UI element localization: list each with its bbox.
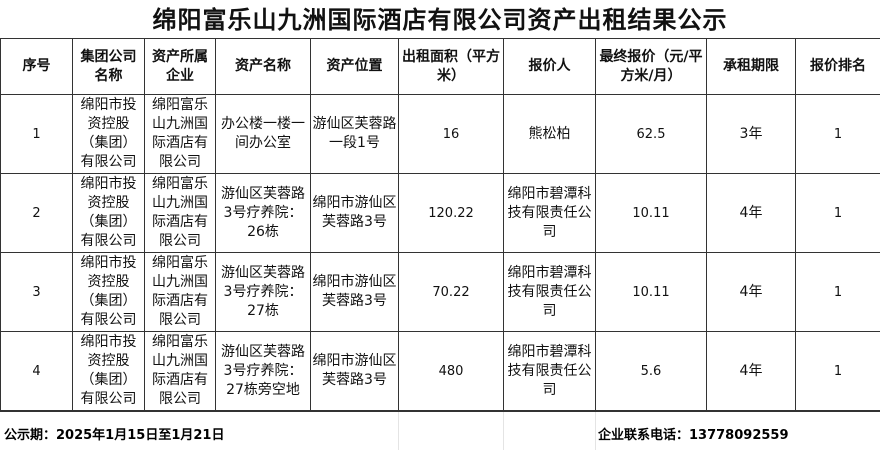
table-cell: 绵阳富乐山九洲国际酒店有限公司	[145, 253, 216, 332]
contact-phone: 企业联系电话：13778092559	[598, 424, 789, 443]
table-cell: 10.11	[596, 174, 707, 253]
table-cell: 熊松柏	[504, 95, 596, 174]
table-cell: 绵阳市碧潭科技有限责任公司	[504, 332, 596, 411]
table-cell: 1	[796, 174, 880, 253]
column-header: 出租面积（平方米）	[399, 39, 504, 95]
table-cell: 1	[1, 95, 73, 174]
table-cell: 绵阳市投资控股（集团）有限公司	[73, 174, 145, 253]
table-cell: 绵阳市游仙区芙蓉路3号	[311, 174, 399, 253]
page-title: 绵阳富乐山九洲国际酒店有限公司资产出租结果公示	[0, 0, 880, 38]
column-header: 报价人	[504, 39, 596, 95]
table-cell: 游仙区芙蓉路3号疗养院：26栋	[216, 174, 311, 253]
table-cell: 绵阳富乐山九洲国际酒店有限公司	[145, 95, 216, 174]
table-cell: 1	[796, 253, 880, 332]
column-header: 资产所属企业	[145, 39, 216, 95]
table-cell: 120.22	[399, 174, 504, 253]
table-cell: 绵阳市碧潭科技有限责任公司	[504, 253, 596, 332]
table-cell: 3年	[707, 95, 796, 174]
column-header: 报价排名	[796, 39, 880, 95]
table-cell: 1	[796, 332, 880, 411]
column-header: 承租期限	[707, 39, 796, 95]
table-cell: 绵阳富乐山九洲国际酒店有限公司	[145, 332, 216, 411]
column-header: 资产名称	[216, 39, 311, 95]
table-cell: 办公楼一楼一间办公室	[216, 95, 311, 174]
table-cell: 游仙区芙蓉路3号疗养院：27栋	[216, 253, 311, 332]
column-header: 最终报价（元/平方米/月）	[596, 39, 707, 95]
table-cell: 62.5	[596, 95, 707, 174]
table-cell: 绵阳富乐山九洲国际酒店有限公司	[145, 174, 216, 253]
table-cell: 480	[399, 332, 504, 411]
table-cell: 绵阳市投资控股（集团）有限公司	[73, 332, 145, 411]
table-cell: 4	[1, 332, 73, 411]
results-table: 序号集团公司名称资产所属企业资产名称资产位置出租面积（平方米）报价人最终报价（元…	[0, 38, 880, 411]
footer: 公示期：2025年1月15日至1月21日 企业联系电话：13778092559	[0, 410, 880, 450]
table-cell: 5.6	[596, 332, 707, 411]
table-cell: 绵阳市游仙区芙蓉路3号	[311, 253, 399, 332]
table-cell: 70.22	[399, 253, 504, 332]
table-cell: 4年	[707, 174, 796, 253]
table-cell: 4年	[707, 332, 796, 411]
table-cell: 1	[796, 95, 880, 174]
column-header: 集团公司名称	[73, 39, 145, 95]
column-header: 资产位置	[311, 39, 399, 95]
publicity-period: 公示期：2025年1月15日至1月21日	[4, 424, 224, 443]
table-cell: 绵阳市投资控股（集团）有限公司	[73, 253, 145, 332]
table-cell: 2	[1, 174, 73, 253]
table-cell: 绵阳市碧潭科技有限责任公司	[504, 174, 596, 253]
header-row: 序号集团公司名称资产所属企业资产名称资产位置出租面积（平方米）报价人最终报价（元…	[1, 39, 880, 95]
column-header: 序号	[1, 39, 73, 95]
table-cell: 16	[399, 95, 504, 174]
table-cell: 3	[1, 253, 73, 332]
table-cell: 绵阳市投资控股（集团）有限公司	[73, 95, 145, 174]
table-cell: 绵阳市游仙区芙蓉路3号	[311, 332, 399, 411]
table-cell: 游仙区芙蓉路一段1号	[311, 95, 399, 174]
table-cell: 游仙区芙蓉路3号疗养院：27栋旁空地	[216, 332, 311, 411]
table-cell: 10.11	[596, 253, 707, 332]
table-cell: 4年	[707, 253, 796, 332]
